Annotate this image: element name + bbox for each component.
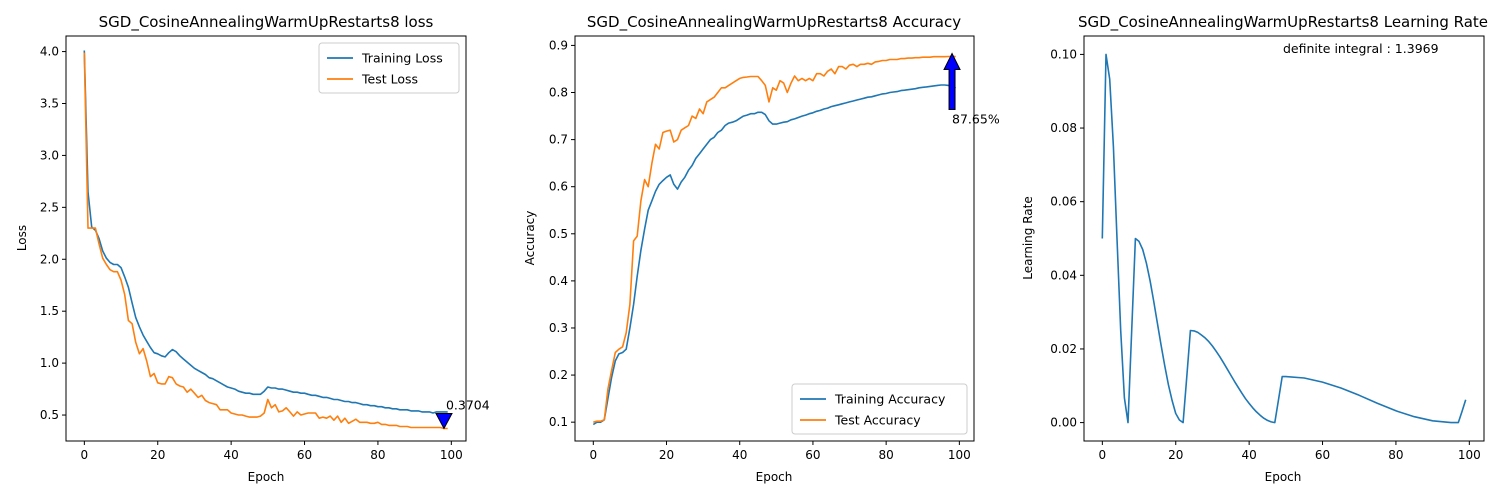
learning-rate-chart: SGD_CosineAnnealingWarmUpRestarts8 Learn… <box>1021 13 1488 484</box>
learning-rate-annotations: definite integral : 1.3969 <box>1283 41 1439 56</box>
accuracy-x-axis-label: Epoch <box>756 470 793 484</box>
accuracy-legend-box <box>791 383 968 435</box>
accuracy-y-tick-label: 0.4 <box>549 274 568 288</box>
loss-y-tick-label: 2.0 <box>40 252 59 266</box>
learning-rate-y-tick-label: 0.00 <box>1050 416 1077 430</box>
loss-legend-label: Training Loss <box>361 51 443 66</box>
accuracy-y-tick-label: 0.5 <box>549 227 568 241</box>
accuracy-series <box>592 55 956 426</box>
loss-legend-label: Test Loss <box>361 72 418 87</box>
accuracy-legend: Training Accuracy Test Accuracy <box>791 383 968 435</box>
learning-rate-series-training-line <box>1101 53 1467 424</box>
accuracy-y-tick-label: 0.3 <box>549 321 568 335</box>
learning-rate-y-tick-label: 0.10 <box>1050 47 1077 61</box>
learning-rate-x-ticks: 0 20 40 60 80 100 <box>1099 441 1481 462</box>
accuracy-y-tick-label: 0.1 <box>549 415 568 429</box>
learning-rate-x-tick-label: 0 <box>1099 448 1107 462</box>
loss-y-ticks: 0.5 1.0 1.5 2.0 2.5 3.0 3.5 4.0 <box>40 45 66 422</box>
accuracy-y-tick-label: 0.7 <box>549 133 568 147</box>
accuracy-plot-area <box>574 35 975 442</box>
accuracy-chart-title: SGD_CosineAnnealingWarmUpRestarts8 Accur… <box>587 13 961 32</box>
learning-rate-y-axis-label: Learning Rate <box>1021 196 1035 279</box>
max-accuracy-annotation: 87.65% <box>952 111 1000 126</box>
loss-series-training-line <box>83 50 448 414</box>
loss-x-tick-label: 100 <box>440 448 463 462</box>
learning-rate-x-tick-label: 80 <box>1388 448 1403 462</box>
learning-rate-x-tick-label: 60 <box>1315 448 1330 462</box>
accuracy-y-tick-label: 0.9 <box>549 38 568 52</box>
accuracy-legend-label: Training Accuracy <box>834 392 946 407</box>
loss-x-axis-label: Epoch <box>248 470 285 484</box>
max-accuracy-arrow <box>943 52 961 110</box>
accuracy-x-ticks: 0 20 40 60 80 100 <box>589 441 971 462</box>
definite-integral-annotation: definite integral : 1.3969 <box>1283 41 1439 56</box>
accuracy-y-tick-label: 0.6 <box>549 180 568 194</box>
learning-rate-plot-area <box>1083 35 1485 442</box>
loss-plot-area <box>65 35 467 442</box>
loss-chart-title: SGD_CosineAnnealingWarmUpRestarts8 loss <box>99 13 434 32</box>
loss-x-tick-label: 0 <box>81 448 89 462</box>
learning-rate-series <box>1101 53 1467 424</box>
accuracy-x-tick-label: 60 <box>805 448 820 462</box>
accuracy-x-tick-label: 20 <box>659 448 674 462</box>
loss-y-tick-label: 3.0 <box>40 148 59 162</box>
loss-legend: Training Loss Test Loss <box>318 42 460 94</box>
loss-x-tick-label: 40 <box>223 448 238 462</box>
accuracy-series-test-line <box>593 55 956 423</box>
accuracy-chart: SGD_CosineAnnealingWarmUpRestarts8 Accur… <box>523 13 1000 484</box>
learning-rate-x-tick-label: 100 <box>1458 448 1481 462</box>
accuracy-x-tick-label: 80 <box>879 448 894 462</box>
accuracy-legend-label: Test Accuracy <box>834 413 921 428</box>
learning-rate-x-axis-label: Epoch <box>1265 470 1302 484</box>
loss-y-tick-label: 1.0 <box>40 356 59 370</box>
learning-rate-x-tick-label: 20 <box>1168 448 1183 462</box>
learning-rate-chart-title: SGD_CosineAnnealingWarmUpRestarts8 Learn… <box>1078 13 1488 32</box>
accuracy-annotations: 87.65% <box>943 52 1000 126</box>
loss-series <box>83 50 448 430</box>
loss-x-tick-label: 20 <box>150 448 165 462</box>
accuracy-x-tick-label: 40 <box>732 448 747 462</box>
loss-x-tick-label: 80 <box>370 448 385 462</box>
accuracy-y-tick-label: 0.8 <box>549 86 568 100</box>
learning-rate-y-tick-label: 0.02 <box>1050 342 1077 356</box>
accuracy-x-tick-label: 0 <box>589 448 597 462</box>
loss-y-tick-label: 2.5 <box>40 200 59 214</box>
loss-x-ticks: 0 20 40 60 80 100 <box>81 441 463 462</box>
min-loss-marker <box>435 412 453 430</box>
learning-rate-y-tick-label: 0.04 <box>1050 268 1077 282</box>
loss-y-axis-label: Loss <box>15 225 29 251</box>
learning-rate-x-tick-label: 40 <box>1241 448 1256 462</box>
min-loss-annotation: 0.3704 <box>446 397 490 412</box>
accuracy-x-tick-label: 100 <box>948 448 971 462</box>
loss-chart: SGD_CosineAnnealingWarmUpRestarts8 loss … <box>15 13 490 484</box>
learning-rate-y-ticks: 0.00 0.02 0.04 0.06 0.08 0.10 <box>1050 47 1084 430</box>
loss-y-tick-label: 3.5 <box>40 97 59 111</box>
loss-y-tick-label: 4.0 <box>40 45 59 59</box>
learning-rate-y-tick-label: 0.06 <box>1050 195 1077 209</box>
loss-annotations: 0.3704 <box>435 397 490 430</box>
loss-x-tick-label: 60 <box>297 448 312 462</box>
learning-rate-y-tick-label: 0.08 <box>1050 121 1077 135</box>
loss-series-test-line <box>83 52 448 430</box>
loss-legend-box <box>318 42 460 94</box>
accuracy-y-tick-label: 0.2 <box>549 368 568 382</box>
accuracy-y-axis-label: Accuracy <box>523 211 537 266</box>
loss-y-tick-label: 1.5 <box>40 304 59 318</box>
accuracy-y-ticks: 0.1 0.2 0.3 0.4 0.5 0.6 0.7 0.8 0.9 <box>549 38 575 429</box>
accuracy-series-training-line <box>592 84 956 426</box>
loss-y-tick-label: 0.5 <box>40 408 59 422</box>
